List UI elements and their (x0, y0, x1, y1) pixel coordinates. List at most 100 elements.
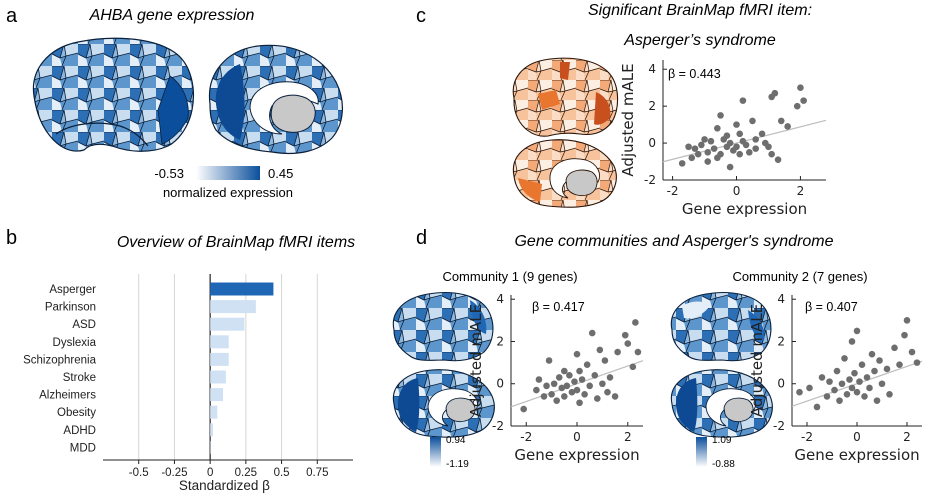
xtick-label-c-0: -2 (667, 184, 679, 198)
point-d1-9 (555, 374, 563, 381)
point-d2-22 (866, 384, 873, 392)
panel-a-letter: a (6, 5, 18, 27)
point-d2-3 (818, 374, 826, 381)
point-c-22 (733, 143, 740, 151)
point-d1-22 (581, 391, 588, 398)
point-c-3 (691, 145, 699, 152)
point-d1-7 (550, 380, 558, 388)
xtick-label-d2-0: -2 (801, 430, 813, 444)
point-d1-29 (599, 380, 606, 388)
point-c-6 (701, 136, 708, 143)
point-d2-6 (831, 386, 838, 394)
point-c-4 (694, 150, 702, 158)
bar-alzheimers (210, 388, 223, 402)
xtick-label-d2-2: 2 (903, 430, 911, 444)
point-c-9 (707, 137, 715, 145)
colorbar-d2-max: 1.09 (712, 435, 732, 446)
point-d2-16 (853, 327, 861, 335)
bar-asd (210, 317, 245, 331)
point-c-8 (704, 158, 712, 165)
xtick-label-b-4: 0.5 (274, 467, 290, 479)
point-c-2 (688, 154, 696, 162)
point-d2-34 (908, 348, 916, 356)
fit-line-d1 (510, 360, 644, 408)
point-d1-31 (604, 388, 611, 396)
point-d2-32 (901, 331, 908, 339)
ylabel-d2: Adjusted mALE (748, 304, 766, 417)
xtick-label-b-3: 0.25 (235, 467, 257, 479)
ytick-label-d1-2: 2 (496, 334, 504, 348)
point-d2-19 (858, 361, 866, 369)
point-d1-8 (553, 397, 560, 404)
panel-d-title: Gene communities and Asperger's syndrome (514, 233, 833, 250)
xtick-label-b-2: 0 (207, 467, 213, 479)
point-d1-27 (594, 395, 601, 402)
beta-d2: β = 0.407 (805, 300, 858, 314)
point-d1-11 (561, 367, 568, 375)
ytick-label-d2-0: -2 (773, 419, 785, 433)
xlabel-c: Gene expression (682, 200, 807, 218)
point-d1-35 (621, 331, 629, 339)
panel-c-title-1: Significant BrainMap fMRI item: (588, 2, 812, 19)
point-d1-20 (576, 399, 583, 407)
point-c-40 (784, 123, 791, 130)
point-c-19 (726, 163, 734, 171)
colorbar-d1-min: -1.19 (446, 459, 469, 470)
point-d2-0 (796, 388, 803, 396)
point-d1-32 (606, 374, 614, 381)
ytick-label-d2-1: 0 (777, 377, 785, 391)
point-d2-29 (886, 391, 893, 398)
point-d1-6 (548, 391, 555, 398)
point-d2-25 (873, 397, 881, 404)
bar-obesity (210, 405, 218, 419)
point-c-17 (723, 132, 731, 139)
point-d2-27 (878, 380, 886, 388)
panel-c-title-2: Asperger’s syndrome (623, 32, 776, 49)
point-d1-19 (576, 367, 583, 375)
xtick-label-d1-2: 2 (624, 430, 632, 444)
point-d2-31 (896, 361, 903, 369)
xlabel-d2: Gene expression (794, 446, 919, 464)
category-label-alzheimers: Alzheimers (39, 390, 96, 402)
community-1-title: Community 1 (9 genes) (442, 269, 577, 284)
point-d2-24 (871, 367, 878, 375)
point-d2-9 (838, 380, 846, 388)
point-d2-30 (891, 344, 898, 352)
beta-c: β = 0.443 (668, 67, 721, 81)
point-c-43 (800, 97, 807, 104)
panel-b-title: Overview of BrainMap fMRI items (117, 234, 355, 251)
point-c-42 (797, 84, 804, 91)
point-d2-10 (841, 355, 848, 362)
brain-medial-a (208, 44, 343, 155)
point-d2-17 (853, 388, 861, 396)
point-d2-12 (846, 376, 853, 383)
point-d2-35 (913, 359, 921, 366)
category-label-obesity: Obesity (57, 407, 96, 419)
point-c-14 (717, 150, 724, 158)
category-label-schizophrenia: Schizophrenia (23, 354, 96, 366)
xtick-label-d1-0: -2 (520, 430, 532, 444)
point-c-24 (736, 150, 744, 158)
ytick-label-c-1: 0 (648, 136, 656, 150)
point-c-7 (704, 149, 712, 156)
point-d2-11 (843, 391, 851, 398)
ytick-label-d1-1: 0 (496, 377, 504, 391)
category-label-asperger: Asperger (49, 284, 96, 296)
point-d1-18 (573, 386, 581, 394)
ylabel-d1: Adjusted mALE (467, 304, 485, 417)
point-c-30 (752, 136, 759, 143)
colorbar-d2 (696, 437, 707, 467)
category-label-adhd: ADHD (63, 425, 96, 437)
point-c-41 (793, 102, 801, 110)
point-d2-2 (813, 403, 821, 411)
point-d1-1 (533, 386, 540, 394)
bar-mdd (210, 440, 211, 454)
point-d1-14 (566, 371, 573, 379)
point-d2-18 (856, 378, 863, 385)
ytick-label-d1-0: -2 (492, 419, 504, 433)
scatter-d1: -2 0 2 -2 0 2 4 Gene expression Adjusted mALE (467, 292, 644, 464)
point-d2-4 (823, 393, 831, 400)
point-c-1 (685, 143, 692, 151)
point-d2-1 (806, 384, 813, 392)
community-2-title: Community 2 (7 genes) (732, 269, 867, 284)
